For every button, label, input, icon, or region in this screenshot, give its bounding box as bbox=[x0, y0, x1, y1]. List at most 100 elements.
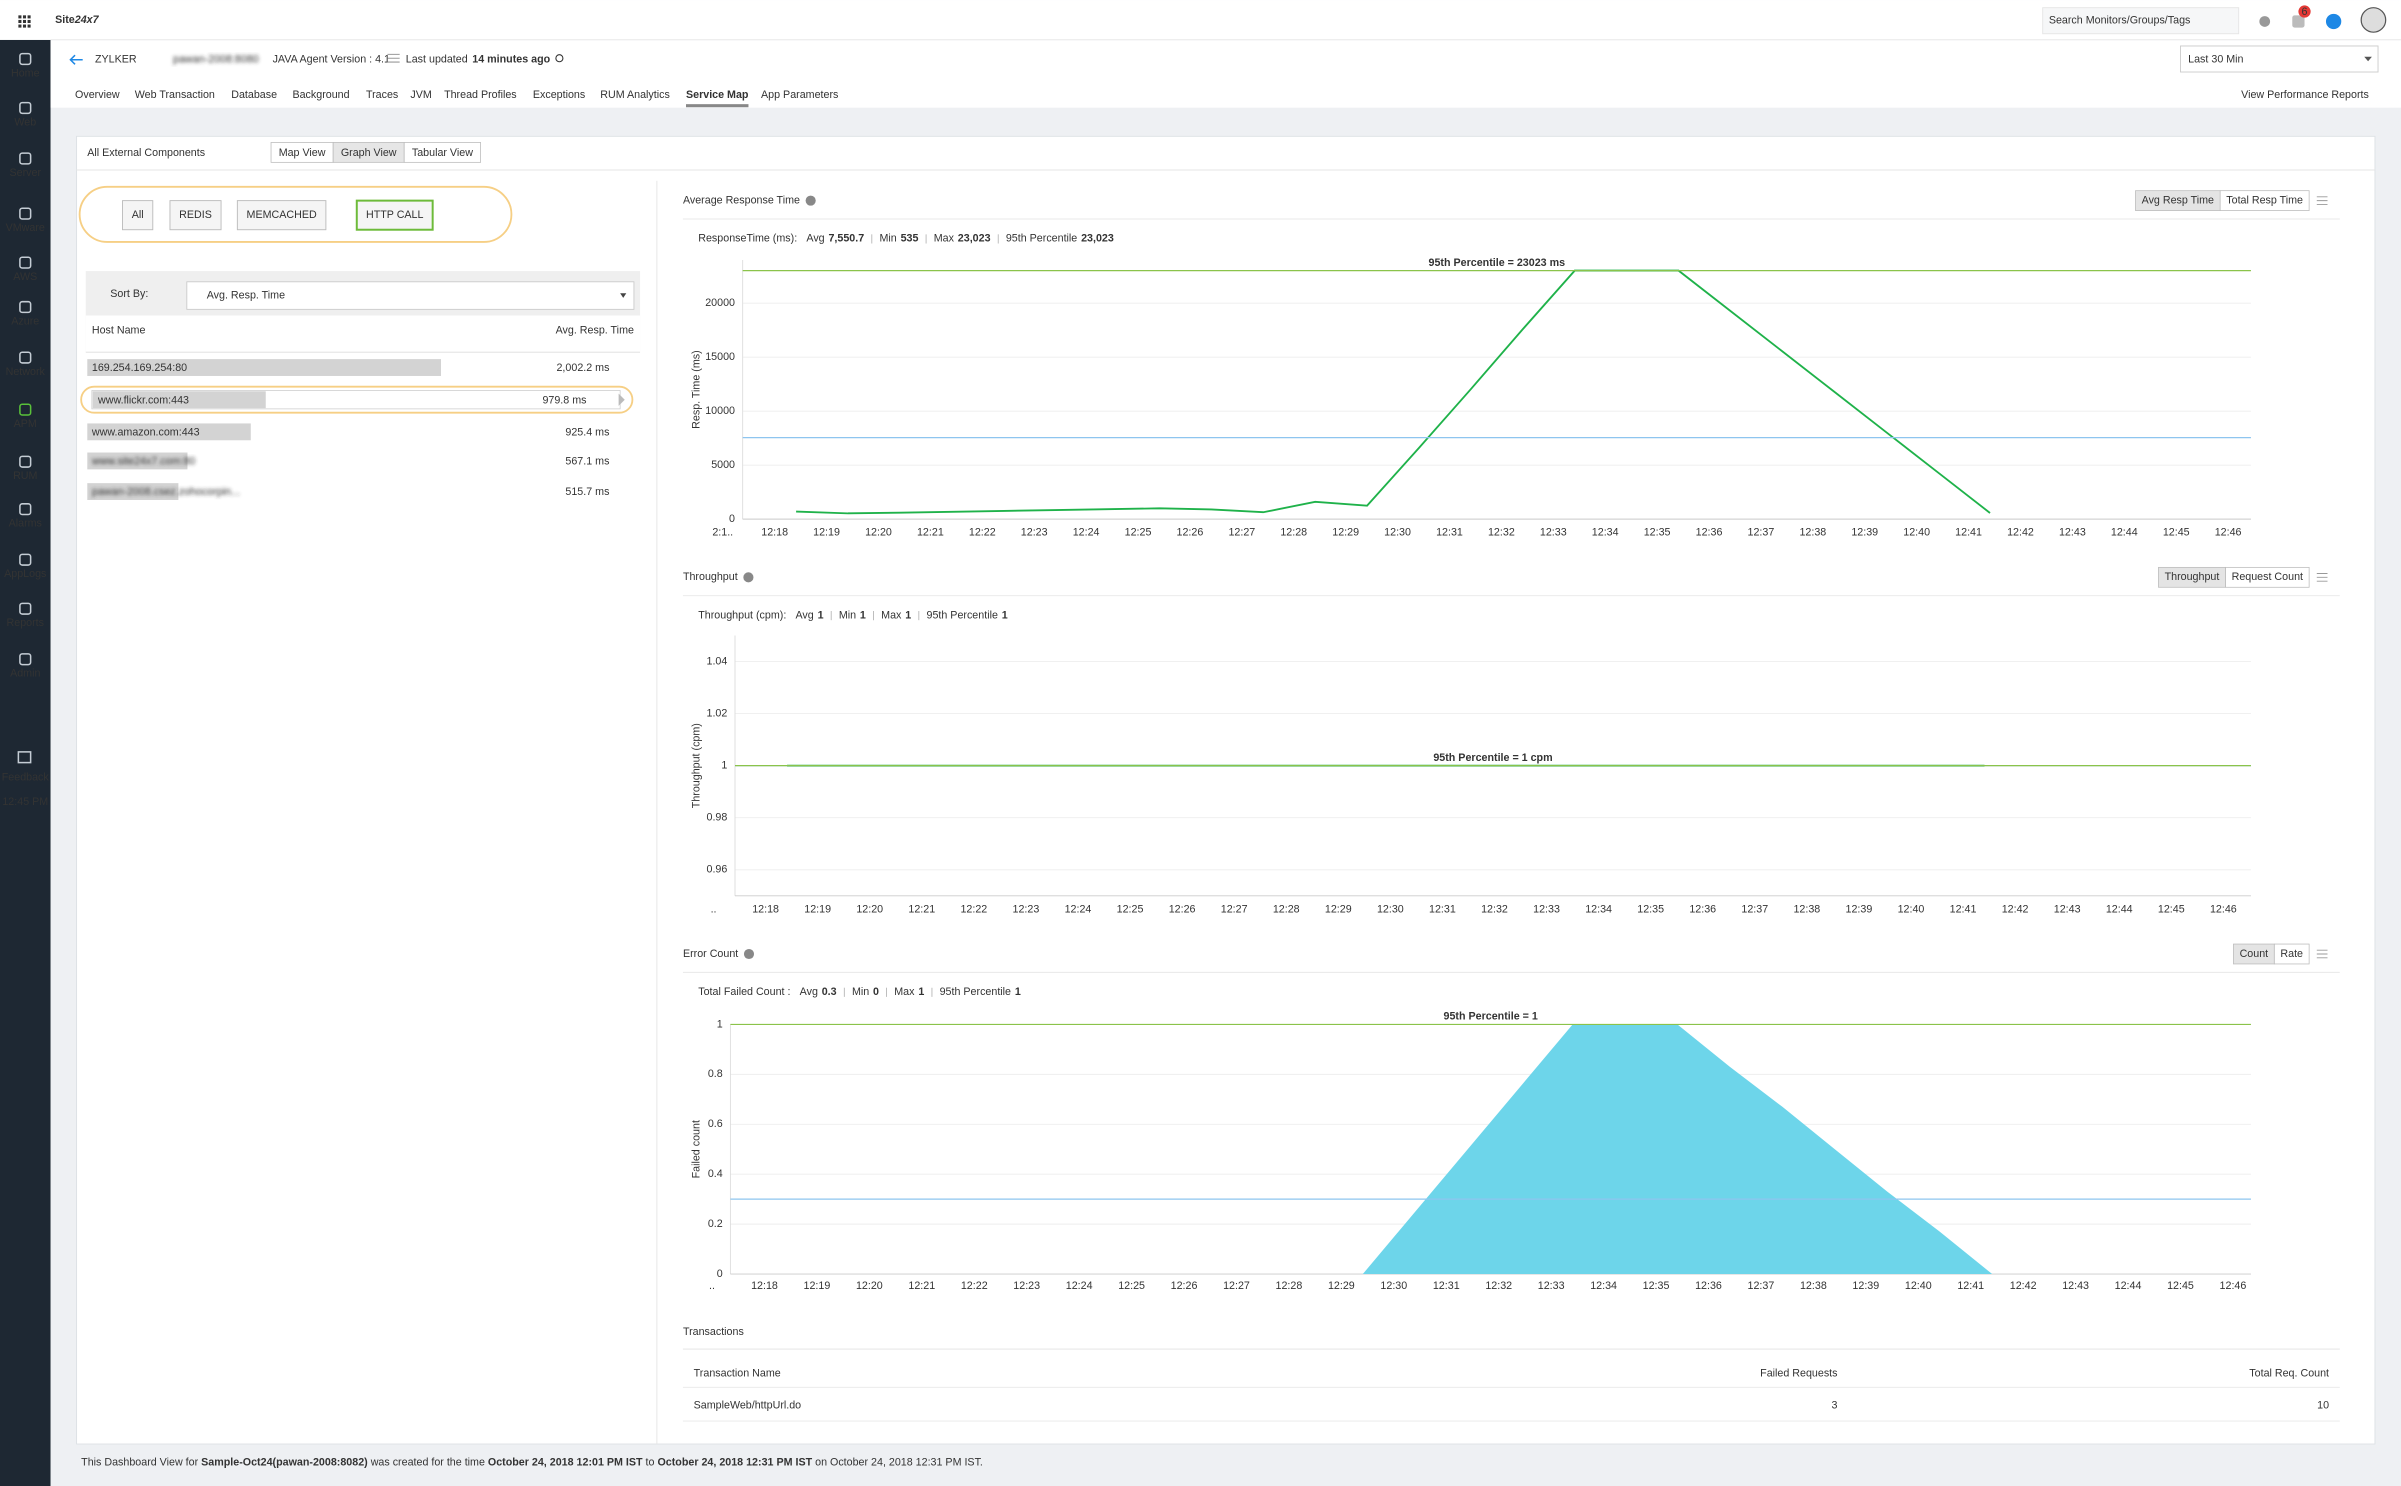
row-arrow bbox=[618, 393, 625, 406]
x-tick-label: 12:25 bbox=[1125, 527, 1152, 539]
x-tick-label: 12:42 bbox=[2007, 527, 2034, 539]
chart-menu[interactable] bbox=[2316, 573, 2328, 582]
nav-item[interactable]: Reports bbox=[7, 617, 44, 629]
stat-name: Min bbox=[879, 233, 896, 245]
x-tick-label: 12:29 bbox=[1332, 527, 1359, 539]
tab[interactable]: Thread Profiles bbox=[444, 89, 517, 101]
chart-toggle-label[interactable]: Rate bbox=[2280, 948, 2303, 960]
tab[interactable]: JVM bbox=[410, 89, 431, 101]
refresh-icon[interactable] bbox=[555, 54, 564, 63]
nav-item[interactable]: RUM bbox=[13, 470, 37, 482]
nav-item[interactable]: AWS bbox=[13, 271, 37, 283]
agent-version: JAVA Agent Version : 4.1 bbox=[273, 54, 390, 66]
time-range-select[interactable] bbox=[2180, 45, 2379, 73]
nav-item[interactable]: Web bbox=[14, 116, 36, 128]
y-tick-label: 1.02 bbox=[707, 707, 728, 719]
nav-item[interactable]: Azure bbox=[11, 315, 39, 327]
filter-label[interactable]: REDIS bbox=[179, 209, 212, 221]
host-name[interactable]: pawan-2008.csez.zohocorpin... bbox=[92, 486, 240, 498]
view-label[interactable]: Map View bbox=[279, 147, 326, 159]
reports-link[interactable]: View Performance Reports bbox=[2241, 89, 2369, 101]
chart-toggle[interactable] bbox=[2135, 190, 2221, 211]
tab[interactable]: Exceptions bbox=[533, 89, 585, 101]
chart-toggle-label[interactable]: Count bbox=[2240, 948, 2269, 960]
view-label[interactable]: Graph View bbox=[341, 147, 397, 159]
search-placeholder[interactable]: Search Monitors/Groups/Tags bbox=[2049, 15, 2191, 27]
alarm-icon[interactable] bbox=[2292, 15, 2305, 28]
chart-toggle[interactable] bbox=[2158, 566, 2226, 588]
tab[interactable]: RUM Analytics bbox=[600, 89, 670, 101]
nav-item[interactable]: Admin bbox=[10, 668, 40, 680]
host-name[interactable]: 169.254.169.254:80 bbox=[92, 362, 187, 374]
tab-underline bbox=[686, 104, 749, 108]
chart-toggle-label[interactable]: Request Count bbox=[2232, 571, 2303, 583]
x-tick-label: 12:21 bbox=[908, 1280, 935, 1292]
sort-select[interactable] bbox=[186, 281, 635, 310]
host-value: 979.8 ms bbox=[542, 394, 586, 406]
nav-icon bbox=[19, 553, 32, 566]
tab[interactable]: Traces bbox=[366, 89, 398, 101]
app-grid-icon bbox=[27, 19, 31, 24]
tab[interactable]: App Parameters bbox=[761, 89, 838, 101]
filter-button[interactable] bbox=[236, 200, 327, 231]
monitor-host: pawan-2008:8080 bbox=[173, 54, 259, 66]
nav-item[interactable]: Home bbox=[11, 67, 40, 79]
table-cell: 10 bbox=[2317, 1400, 2329, 1412]
x-tick-label: 12:43 bbox=[2062, 1280, 2089, 1292]
avatar[interactable] bbox=[2360, 7, 2387, 33]
tab[interactable]: Background bbox=[292, 89, 349, 101]
nav-item[interactable]: Server bbox=[10, 167, 42, 179]
footer-part: to bbox=[643, 1456, 658, 1468]
chart-toggle-label[interactable]: Total Resp Time bbox=[2226, 194, 2303, 206]
tab[interactable]: Database bbox=[231, 89, 277, 101]
x-tick-label: 12:45 bbox=[2163, 527, 2190, 539]
filter-label[interactable]: HTTP CALL bbox=[366, 209, 424, 221]
time-range[interactable]: Last 30 Min bbox=[2188, 53, 2243, 65]
host-name[interactable]: www.site24x7.com:80 bbox=[91, 456, 196, 468]
chart-toggle-label[interactable]: Avg Resp Time bbox=[2142, 194, 2214, 206]
tab[interactable]: Service Map bbox=[686, 89, 749, 101]
footer-part: October 24, 2018 12:01 PM IST bbox=[488, 1456, 643, 1468]
nav-item[interactable]: VMware bbox=[6, 222, 45, 234]
percentile-annotation: 95th Percentile = 1 cpm bbox=[1433, 752, 1552, 764]
host-name[interactable]: www.flickr.com:443 bbox=[97, 394, 189, 406]
host-name[interactable]: www.amazon.com:443 bbox=[91, 426, 200, 438]
column-header: Total Req. Count bbox=[2249, 1367, 2329, 1379]
filter-button[interactable] bbox=[355, 199, 434, 231]
stat-name: Avg bbox=[800, 986, 818, 998]
x-tick-label: 12:23 bbox=[1013, 1280, 1040, 1292]
x-tick-label: 12:43 bbox=[2059, 527, 2086, 539]
nav-item[interactable]: AppLogs bbox=[4, 568, 46, 580]
footer-part: Sample-Oct24(pawan-2008:8082) bbox=[201, 1456, 368, 1468]
feedback[interactable]: Feedback bbox=[2, 772, 50, 784]
filter-button[interactable] bbox=[169, 200, 222, 231]
filter-label[interactable]: MEMCACHED bbox=[247, 209, 317, 221]
chart-toggle[interactable] bbox=[2233, 943, 2275, 965]
tab[interactable]: Overview bbox=[75, 89, 120, 101]
column-header: Transaction Name bbox=[694, 1367, 781, 1379]
filter-label[interactable]: All bbox=[132, 209, 144, 221]
sort-value[interactable]: Avg. Resp. Time bbox=[207, 289, 285, 301]
x-tick-label: 12:24 bbox=[1066, 1280, 1093, 1292]
back-arrow[interactable] bbox=[69, 54, 83, 65]
filter-button[interactable] bbox=[122, 200, 154, 231]
x-tick-label: 12:36 bbox=[1695, 1280, 1722, 1292]
y-tick-label: 20000 bbox=[705, 297, 735, 309]
chart-menu[interactable] bbox=[2316, 196, 2328, 205]
nav-item[interactable]: Network bbox=[6, 366, 46, 378]
bell-icon[interactable] bbox=[2259, 16, 2271, 27]
view-label[interactable]: Tabular View bbox=[412, 147, 473, 159]
view-button[interactable] bbox=[403, 142, 481, 163]
nav-item[interactable]: APM bbox=[14, 418, 37, 430]
help-icon[interactable] bbox=[2325, 13, 2342, 30]
nav-icon bbox=[19, 207, 32, 220]
nav-item[interactable]: Alarms bbox=[9, 518, 42, 530]
nav-icon bbox=[19, 455, 32, 468]
stat-value: 23,023 bbox=[1081, 233, 1114, 245]
chart-toggle-label[interactable]: Throughput bbox=[2165, 571, 2220, 583]
tab[interactable]: Web Transaction bbox=[135, 89, 215, 101]
stat-value: 1 bbox=[818, 609, 824, 621]
x-tick-label: 12:35 bbox=[1643, 1280, 1670, 1292]
search-box[interactable] bbox=[2042, 7, 2240, 35]
chart-menu[interactable] bbox=[2316, 949, 2328, 959]
